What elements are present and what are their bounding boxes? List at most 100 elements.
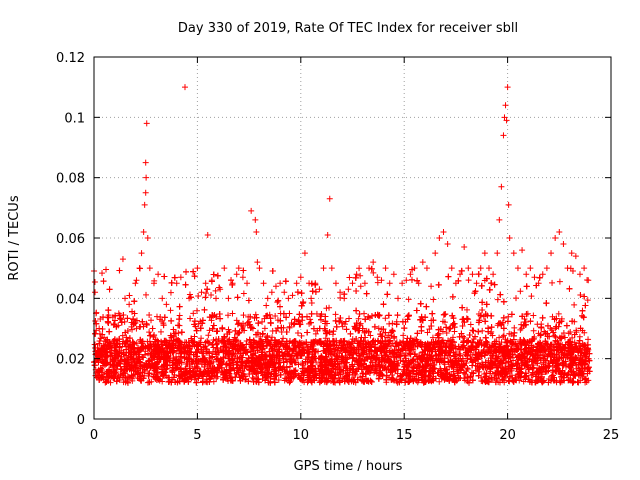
noise-point [584,276,591,283]
data-point [92,289,99,296]
noise-point [439,318,446,325]
noise-point [516,377,523,384]
data-point [514,265,521,272]
data-point [326,195,333,202]
data-point [272,283,279,290]
noise-point [91,278,98,285]
data-point [477,265,484,272]
data-point [465,265,472,272]
data-point [308,295,315,302]
noise-point [464,365,471,372]
noise-point [346,274,353,281]
noise-point [146,329,153,336]
data-point [142,159,149,166]
noise-point [193,307,200,314]
data-point [531,274,538,281]
data-point [253,228,260,235]
noise-point [171,330,178,337]
noise-point [337,294,344,301]
data-point [419,259,426,266]
noise-point [342,318,349,325]
noise-point [470,359,477,366]
data-point [527,265,534,272]
data-point [167,307,174,314]
noise-point [332,311,339,318]
noise-point [146,338,153,345]
noise-point [208,317,215,324]
noise-point [261,325,268,332]
noise-point [103,266,110,273]
data-point [432,250,439,257]
noise-point [500,332,507,339]
noise-point [263,302,270,309]
data-point [366,265,373,272]
noise-point [464,366,471,373]
noise-point [167,289,174,296]
data-point [132,280,139,287]
noise-point [555,310,562,317]
noise-point [506,330,513,337]
data-point [523,271,530,278]
data-point [144,235,151,241]
data-point [264,295,271,302]
data-point [548,250,555,257]
data-point [457,271,464,278]
data-point [332,280,339,287]
data-point [473,280,480,287]
noise-point [227,341,234,348]
data-point [382,265,389,272]
data-point [496,216,503,223]
noise-point [357,272,364,279]
noise-point [584,297,591,304]
data-point [576,271,583,278]
noise-point [463,315,470,322]
noise-point [210,336,217,343]
noise-point [101,334,108,341]
data-point [498,183,505,190]
data-point [256,265,263,272]
data-point [370,259,377,266]
data-point [399,280,406,287]
data-point [556,228,563,235]
noise-point [565,330,572,337]
noise-point [571,301,578,308]
noise-point [530,312,537,319]
noise-point [494,296,501,303]
data-point [140,228,147,235]
data-point [202,280,209,287]
noise-point [413,353,420,360]
data-point [386,280,393,287]
data-point [146,265,153,272]
noise-point [367,332,374,339]
noise-point [146,312,153,319]
noise-point [133,325,140,332]
data-point [581,265,588,272]
data-point [235,265,242,272]
noise-point [274,299,281,306]
data-point [233,271,240,278]
noise-point [449,334,456,341]
data-point [353,271,360,278]
noise-point [308,299,315,306]
data-point [190,310,197,317]
noise-point [252,311,259,318]
noise-point [212,287,219,294]
noise-point [496,334,503,341]
noise-point [386,320,393,327]
noise-point [208,292,215,299]
noise-point [240,312,247,319]
data-point [316,286,323,293]
data-point [143,174,150,181]
data-point [500,132,507,139]
data-point [407,271,414,278]
noise-point [472,344,479,351]
noise-point [99,270,106,277]
data-point [225,295,232,302]
data-point [501,114,508,121]
data-point [163,301,170,308]
noise-point [563,363,570,370]
data-point [481,250,488,257]
noise-point [430,296,437,303]
data-point [268,289,275,296]
noise-point [575,340,582,347]
